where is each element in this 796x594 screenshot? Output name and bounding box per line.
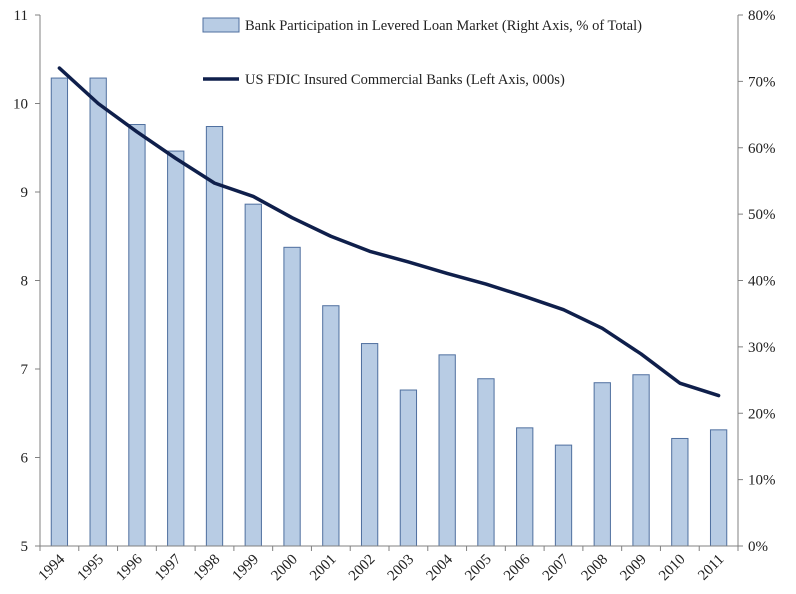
x-tick-label: 1998 — [191, 552, 224, 585]
bar-2005 — [477, 378, 495, 547]
bar-2010 — [671, 437, 689, 547]
right-tick-label: 40% — [748, 274, 776, 290]
bar-1995 — [89, 77, 107, 547]
right-tick-label: 70% — [748, 74, 776, 90]
right-tick-label: 20% — [748, 406, 776, 422]
bar-2002 — [360, 343, 379, 547]
x-tick-label: 2001 — [307, 552, 340, 585]
left-tick-label: 11 — [14, 8, 28, 24]
bar-2004 — [438, 354, 456, 547]
bar-2008 — [593, 382, 611, 547]
legend-label-bars: Bank Participation in Levered Loan Marke… — [245, 18, 642, 34]
right-tick-label: 30% — [748, 340, 776, 356]
bar-2009 — [632, 374, 650, 547]
bar-2001 — [322, 305, 340, 547]
bar-2011 — [709, 429, 728, 547]
x-tick-label: 2008 — [579, 552, 612, 585]
x-tick-label: 2004 — [423, 551, 456, 584]
right-tick-label: 0% — [748, 539, 768, 555]
legend-swatch-bars — [202, 17, 240, 33]
x-tick-label: 2009 — [617, 552, 650, 585]
bar-2000 — [283, 246, 301, 547]
bar-1997 — [167, 150, 185, 547]
left-tick-label: 7 — [21, 362, 29, 378]
legend-label-line: US FDIC Insured Commercial Banks (Left A… — [245, 72, 565, 88]
right-tick-label: 50% — [748, 207, 776, 223]
left-tick-label: 9 — [21, 185, 29, 201]
x-tick-label: 1997 — [152, 551, 185, 584]
x-tick-label: 2011 — [695, 552, 727, 584]
x-tick-label: 1994 — [36, 551, 69, 584]
bar-2003 — [399, 389, 418, 547]
x-tick-label: 1999 — [230, 552, 263, 585]
x-tick-label: 2000 — [268, 552, 301, 585]
right-tick-label: 60% — [748, 141, 776, 157]
bar-2007 — [554, 444, 573, 547]
right-tick-label: 10% — [748, 473, 776, 489]
x-tick-label: 1996 — [113, 551, 146, 584]
left-tick-label: 10 — [13, 97, 28, 113]
left-tick-label: 6 — [21, 451, 29, 467]
bar-1996 — [128, 124, 146, 547]
x-tick-label: 2005 — [462, 552, 495, 585]
x-tick-label: 1995 — [74, 552, 107, 585]
left-tick-label: 8 — [21, 274, 29, 290]
x-tick-label: 2007 — [540, 551, 573, 584]
line-series-fdic-banks — [57, 66, 721, 398]
left-tick-label: 5 — [21, 539, 29, 555]
bar-1999 — [244, 203, 262, 547]
right-tick-label: 80% — [748, 8, 776, 24]
bar-1998 — [205, 126, 224, 547]
x-tick-label: 2003 — [385, 552, 418, 585]
x-tick-label: 2006 — [501, 551, 534, 584]
bar-1994 — [50, 77, 69, 547]
x-tick-label: 2002 — [346, 552, 379, 585]
x-tick-label: 2010 — [656, 552, 689, 585]
bar-2006 — [516, 427, 534, 547]
